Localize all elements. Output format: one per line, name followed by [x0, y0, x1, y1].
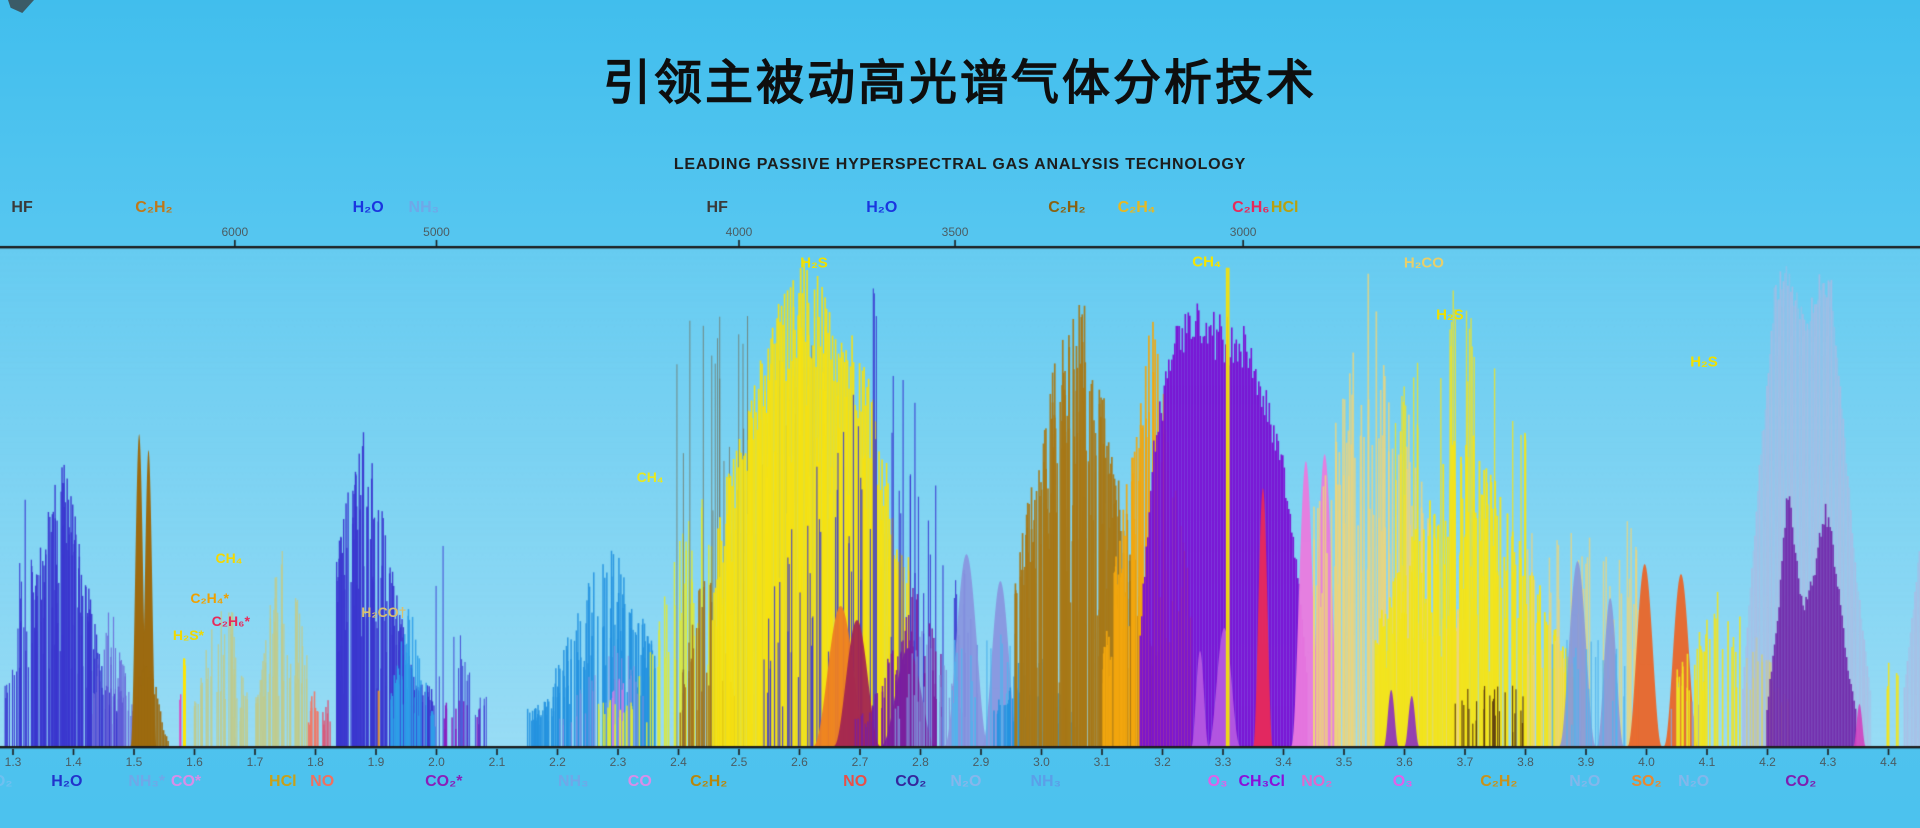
bottom-tick-label: 3.9 [1577, 755, 1595, 769]
bottom-tick-label: 4.4 [1880, 755, 1897, 769]
gas-label-top: H₂O [352, 199, 384, 216]
gas-label-bottom: CO₂ [895, 773, 927, 790]
gas-label-bottom: NH₃* [128, 773, 166, 790]
gas-label-inner: C₂H₄* [190, 590, 229, 606]
gas-label-bottom: HCl [269, 773, 297, 790]
top-wavenumber-label: 5000 [423, 225, 450, 239]
bottom-tick-label: 3.6 [1396, 755, 1413, 769]
gas-label-bottom: C₂H₂ [1480, 773, 1518, 790]
gas-label-top: H₂O [866, 199, 898, 216]
gas-label-bottom: NH₃ [557, 773, 589, 790]
bottom-tick-label: 3.4 [1275, 755, 1292, 769]
bottom-tick-label: 2.3 [609, 755, 627, 769]
gas-label-inner: H₂S [800, 254, 828, 272]
gas-label-inner: CH₄ [1192, 253, 1222, 271]
top-wavenumber-label: 3500 [941, 225, 969, 239]
bottom-tick-label: 4.3 [1819, 755, 1837, 769]
bottom-tick-label: 1.7 [246, 755, 264, 769]
bottom-tick-label: 1.9 [367, 755, 385, 769]
gas-label-inner: C₂H₆* [211, 613, 250, 629]
bottom-tick-label: 1.4 [65, 755, 82, 769]
top-wavenumber-label: 4000 [725, 225, 753, 239]
bottom-tick-label: 3.0 [1033, 755, 1050, 769]
gas-label-bottom: CO₂* [425, 773, 463, 790]
bottom-tick-label: 2.2 [549, 755, 566, 769]
bottom-tick-label: 2.7 [851, 755, 869, 769]
gas-label-bottom: NO [310, 773, 335, 790]
gas-label-bottom: CO [627, 773, 652, 790]
gas-label-bottom: SO₂ [1631, 773, 1662, 790]
gas-label-inner: H₂CO† [361, 604, 407, 620]
bottom-tick-label: 3.3 [1214, 755, 1232, 769]
gas-label-top: HCl [1270, 199, 1299, 216]
gas-label-bottom: O₂ [0, 773, 13, 790]
bottom-tick-label: 2.9 [972, 755, 990, 769]
gas-label-top: C₂H₄ [1117, 199, 1156, 216]
bottom-tick-label: 4.1 [1698, 755, 1716, 769]
gas-label-bottom: N₂O [1678, 773, 1710, 790]
gas-label-bottom: N₂O [1569, 773, 1601, 790]
bottom-tick-label: 3.8 [1517, 755, 1534, 769]
gas-label-top: C₂H₆ [1232, 199, 1270, 216]
gas-label-bottom: O₃ [1392, 773, 1413, 790]
bottom-tick-label: 4.2 [1759, 755, 1776, 769]
gas-label-bottom: CH₃Cl [1238, 773, 1285, 790]
gas-label-inner: H₂S [1690, 353, 1718, 371]
gas-label-bottom: O₃ [1207, 773, 1228, 790]
gas-label-top: NH₃ [408, 199, 440, 216]
bottom-tick-label: 2.0 [428, 755, 445, 769]
gas-label-bottom: C₂H₂ [690, 773, 728, 790]
bottom-tick-label: 3.5 [1335, 755, 1353, 769]
bottom-tick-label: 2.5 [730, 755, 748, 769]
top-wavenumber-label: 6000 [221, 225, 249, 239]
bottom-tick-label: 3.1 [1093, 755, 1111, 769]
gas-label-inner: H₂S* [172, 627, 204, 643]
gas-label-bottom: H₂O [51, 773, 83, 790]
bottom-tick-label: 1.3 [4, 755, 22, 769]
gas-label-top: C₂H₂ [135, 199, 173, 216]
bottom-tick-label: 2.8 [912, 755, 929, 769]
bottom-tick-label: 3.2 [1154, 755, 1171, 769]
bottom-tick-label: 2.1 [488, 755, 506, 769]
top-wavenumber-label: 3000 [1229, 225, 1257, 239]
gas-label-bottom: CO₂ [1785, 773, 1817, 790]
gas-label-top: C₂H₂ [1048, 199, 1086, 216]
gas-label-top: HF [11, 199, 33, 216]
bottom-tick-label: 2.6 [791, 755, 808, 769]
gas-label-bottom: N₂O [950, 773, 982, 790]
gas-label-inner: H₂S [1436, 306, 1464, 324]
gas-label-inner: H₂CO [1403, 254, 1444, 272]
gas-label-bottom: NO [843, 773, 868, 790]
gas-label-bottom: NO₂ [1301, 773, 1333, 790]
gas-label-bottom: CO* [170, 773, 202, 790]
gas-label-inner: CH₄ [215, 550, 243, 566]
gas-label-bottom: NH₃ [1030, 773, 1061, 790]
bottom-tick-label: 3.7 [1456, 755, 1474, 769]
bottom-tick-label: 1.5 [125, 755, 143, 769]
bottom-tick-label: 1.8 [307, 755, 324, 769]
bottom-tick-label: 1.6 [186, 755, 203, 769]
bottom-tick-label: 2.4 [670, 755, 687, 769]
gas-label-top: HF [706, 199, 728, 216]
bottom-tick-label: 4.0 [1638, 755, 1655, 769]
gas-label-inner: CH₄ [636, 469, 664, 485]
